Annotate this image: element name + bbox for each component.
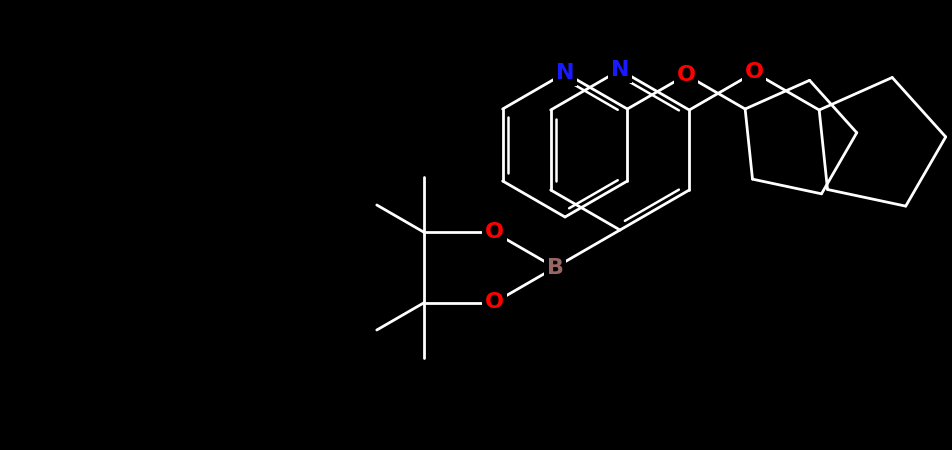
Text: B: B — [546, 257, 564, 278]
Text: O: O — [744, 63, 764, 82]
Text: O: O — [485, 292, 504, 312]
Text: N: N — [611, 60, 629, 80]
Text: O: O — [485, 222, 504, 243]
Text: O: O — [677, 65, 696, 85]
Text: N: N — [556, 63, 574, 83]
